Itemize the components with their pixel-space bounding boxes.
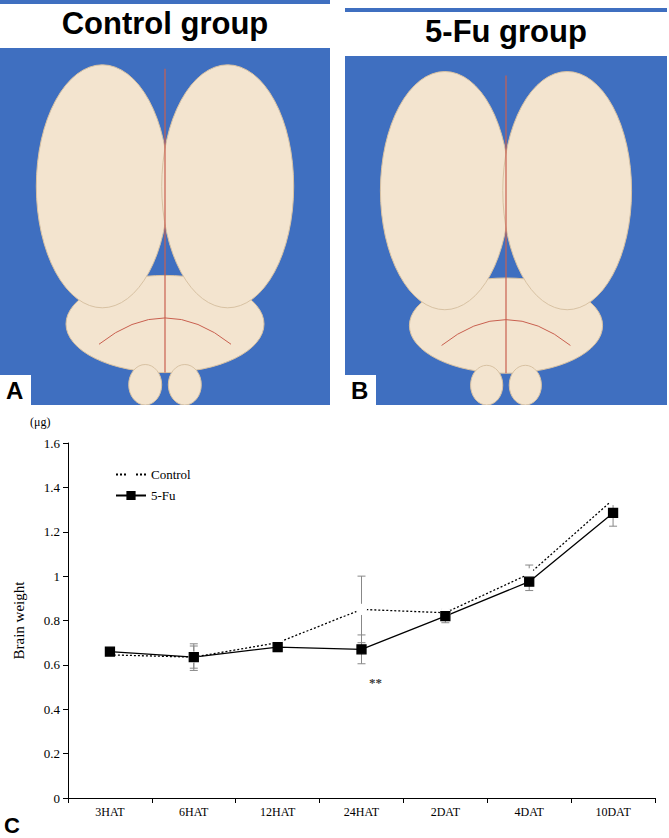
html-text:A: A bbox=[6, 377, 24, 404]
svg-text:24HAT: 24HAT bbox=[344, 805, 380, 819]
svg-text:1.2: 1.2 bbox=[44, 524, 60, 539]
svg-text:C: C bbox=[4, 813, 20, 838]
svg-text:3HAT: 3HAT bbox=[95, 805, 125, 819]
svg-text:5-Fu: 5-Fu bbox=[151, 488, 176, 503]
svg-text:2DAT: 2DAT bbox=[431, 805, 461, 819]
svg-text:1: 1 bbox=[54, 569, 61, 584]
svg-text:0.8: 0.8 bbox=[44, 613, 60, 628]
svg-text:0.2: 0.2 bbox=[44, 746, 60, 761]
svg-text:Control: Control bbox=[151, 467, 191, 482]
svg-text:6HAT: 6HAT bbox=[179, 805, 209, 819]
html-text:5-Fu group: 5-Fu group bbox=[425, 14, 587, 49]
svg-text:(μg): (μg) bbox=[30, 415, 50, 429]
svg-text:10DAT: 10DAT bbox=[595, 805, 631, 819]
svg-text:12HAT: 12HAT bbox=[260, 805, 296, 819]
svg-text:1.6: 1.6 bbox=[44, 436, 61, 451]
svg-text:0: 0 bbox=[54, 791, 61, 806]
svg-text:0.4: 0.4 bbox=[44, 702, 61, 717]
svg-text:Brain weight: Brain weight bbox=[11, 581, 27, 660]
svg-text:0.6: 0.6 bbox=[44, 657, 61, 672]
html-text:Control group: Control group bbox=[61, 6, 269, 41]
svg-text:4DAT: 4DAT bbox=[515, 805, 545, 819]
svg-text:**: ** bbox=[369, 675, 382, 690]
svg-text:1.4: 1.4 bbox=[44, 480, 61, 495]
html-text:B: B bbox=[351, 377, 369, 404]
